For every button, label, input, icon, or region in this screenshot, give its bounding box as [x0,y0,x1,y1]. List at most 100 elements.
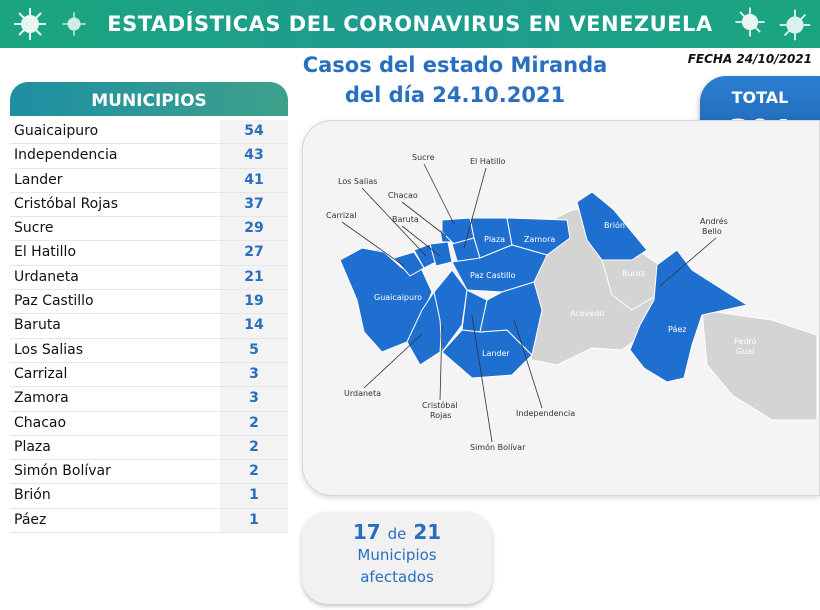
virus-icon [62,12,86,36]
table-header: MUNICIPIOS [10,82,288,116]
municipio-name: Carrizal [10,362,214,387]
page-subtitle: Casos del estado Miranda del día 24.10.2… [290,50,620,110]
virus-icon [779,9,811,41]
map-label-sucre: Sucre [412,153,435,162]
municipio-name: Sucre [10,217,214,241]
table-row: Plaza 2 [10,435,288,461]
table-row: Chacao 2 [10,411,288,436]
affected-line2: Municipios [357,546,437,564]
affected-de: de [387,525,407,543]
municipio-cases: 27 [220,241,288,265]
map-label-cristobal-rojas-2: Rojas [430,411,451,420]
miranda-map: Sucre El Hatillo Los Salias Chacao Carri… [326,153,818,452]
map-label-cristobal-rojas: Cristóbal [422,400,458,410]
municipio-cases: 3 [220,387,288,411]
municipio-cases: 43 [220,144,288,168]
table-row: Urdaneta 21 [10,265,288,291]
municipio-name: Independencia [10,144,214,168]
table-row: Simón Bolívar 2 [10,460,288,485]
affected-summary: 17 de 21 Municipios afectados [302,512,492,604]
municipio-cases: 1 [220,508,288,533]
subtitle-line1: Casos del estado Miranda [302,53,608,77]
virus-icon [14,8,46,40]
table-row: Independencia 43 [10,144,288,169]
map-label-acevedo: Acevedo [570,309,604,318]
municipio-cases: 3 [220,362,288,387]
total-label: TOTAL [731,88,789,107]
municipio-name: Urdaneta [10,265,214,290]
map-label-independencia: Independencia [516,409,575,418]
table-row: Páez 1 [10,508,288,534]
region-pedro-gual [701,309,818,421]
table-body: Guaicaipuro 54 Independencia 43 Lander 41 Cris… [10,120,288,534]
municipio-name: Plaza [10,435,214,460]
affected-total: 21 [413,520,442,544]
map-label-andres-bello-2: Bello [702,227,722,236]
table-row: Carrizal 3 [10,362,288,388]
banner-title: ESTADÍSTICAS DEL CORONAVIRUS EN VENEZUEL… [107,12,713,36]
municipio-name: Cristóbal Rojas [10,192,214,217]
affected-line3: afectados [360,568,434,586]
virus-icon [735,7,765,37]
municipio-name: Guaicaipuro [10,120,214,144]
municipio-name: Simón Bolívar [10,460,214,484]
date-label: FECHA 24/10/2021 [687,52,812,66]
map-label-lander: Lander [482,349,510,358]
map-label-paez: Páez [668,325,687,334]
map-label-plaza: Plaza [484,235,505,244]
map-label-zamora: Zamora [524,235,555,244]
municipio-cases: 2 [220,460,288,484]
municipio-name: Los Salias [10,338,214,362]
municipio-name: Chacao [10,411,214,435]
table-row: Zamora 3 [10,387,288,412]
region-paz-castillo [451,244,548,293]
municipio-name: Zamora [10,387,214,411]
municipio-name: Baruta [10,314,214,338]
table-row: Lander 41 [10,168,288,193]
municipio-cases: 37 [220,192,288,217]
municipios-table: MUNICIPIOS Guaicaipuro 54 Independencia 43 L… [10,82,288,534]
municipio-cases: 29 [220,217,288,241]
municipio-cases: 19 [220,290,288,314]
map-label-chacao: Chacao [388,191,418,200]
affected-count: 17 [352,520,381,544]
region-independencia [479,281,543,356]
map-label-urdaneta: Urdaneta [344,389,381,398]
table-row: Brión 1 [10,484,288,509]
municipio-cases: 54 [220,120,288,144]
map-label-el-hatillo: El Hatillo [470,157,506,166]
subtitle-line2: del día 24.10.2021 [344,83,566,107]
table-row: El Hatillo 27 [10,241,288,266]
municipio-name: Lander [10,168,214,192]
map-label-simon-bolivar: Simón Bolívar [470,442,526,452]
map-label-guaicaipuro: Guaicaipuro [374,293,422,302]
municipio-cases: 2 [220,435,288,460]
header-banner: ESTADÍSTICAS DEL CORONAVIRUS EN VENEZUEL… [0,0,820,48]
region-zamora [506,217,571,256]
table-row: Guaicaipuro 54 [10,120,288,145]
map-label-los-salias: Los Salias [338,177,377,186]
affected-count-line: 17 de 21 [302,520,492,544]
table-row: Paz Castillo 19 [10,290,288,315]
municipio-cases: 41 [220,168,288,192]
map-label-paz-castillo: Paz Castillo [470,271,516,280]
map-label-buroz: Buroz [622,269,645,278]
municipio-cases: 5 [220,338,288,362]
municipio-cases: 1 [220,484,288,508]
region-paez [629,249,749,383]
municipio-name: El Hatillo [10,241,214,265]
table-row: Cristóbal Rojas 37 [10,192,288,218]
map-label-carrizal: Carrizal [326,211,356,220]
municipio-name: Brión [10,484,214,508]
municipio-name: Páez [10,508,214,533]
map-label-andres-bello: Andrés [700,216,728,226]
table-row: Baruta 14 [10,314,288,339]
municipio-cases: 21 [220,265,288,290]
map-label-baruta: Baruta [392,215,419,224]
table-row: Sucre 29 [10,217,288,242]
map-label-pedro-gual: Pedro [734,337,757,346]
map-label-pedro-gual-2: Gual [736,347,754,356]
municipio-cases: 14 [220,314,288,338]
region-brion [576,191,648,261]
municipio-name: Paz Castillo [10,290,214,314]
